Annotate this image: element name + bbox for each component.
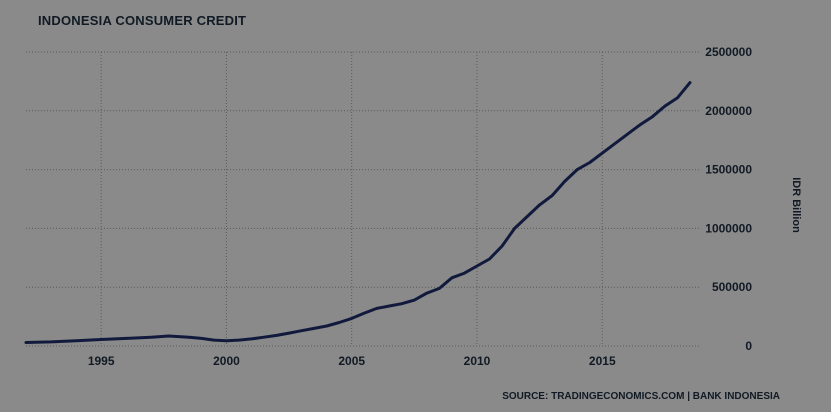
- x-tick-label: 2000: [213, 354, 240, 368]
- x-tick-label: 2010: [464, 354, 491, 368]
- x-tick-label: 1995: [88, 354, 115, 368]
- y-tick-label: 1500000: [705, 163, 752, 177]
- source-note: SOURCE: TRADINGECONOMICS.COM | BANK INDO…: [502, 391, 780, 402]
- y-tick-label: 1000000: [705, 221, 752, 235]
- grid-layer: [26, 51, 700, 347]
- chart-title: INDONESIA CONSUMER CREDIT: [38, 13, 247, 28]
- axis-layer: 1995 2000 2005 2010 2015 0 500000 1000000 150000…: [88, 45, 802, 368]
- y-axis-label: IDR Billion: [790, 177, 802, 233]
- x-tick-label: 2015: [589, 354, 616, 368]
- y-tick-label: 0: [745, 339, 752, 353]
- y-tick-label: 500000: [712, 280, 752, 294]
- y-tick-label: 2000000: [705, 104, 752, 118]
- series-layer: [24, 81, 692, 344]
- x-tick-label: 2005: [338, 354, 365, 368]
- y-tick-label: 2500000: [705, 45, 752, 59]
- series-line: [24, 81, 692, 344]
